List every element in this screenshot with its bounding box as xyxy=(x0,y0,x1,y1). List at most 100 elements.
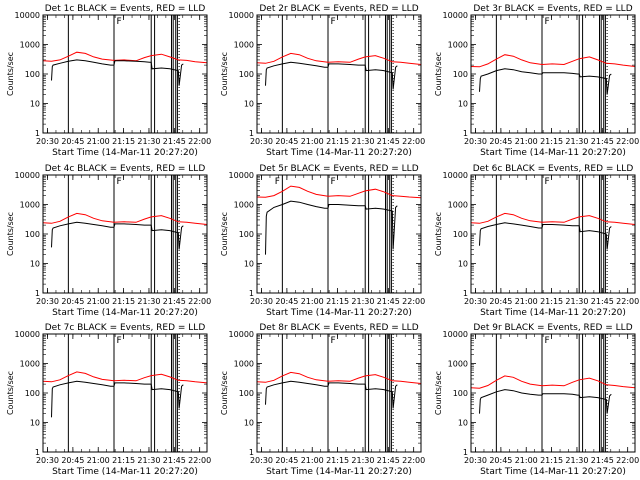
panel-title: Det 4c BLACK = Events, RED = LLD xyxy=(45,164,206,174)
y-tick-label: 1 xyxy=(463,129,468,138)
events-series-line xyxy=(51,59,184,86)
y-tick-label: 10000 xyxy=(443,11,468,20)
y-axis-label: Counts/sec xyxy=(6,52,15,96)
y-tick-label: 100 xyxy=(453,230,468,239)
x-tick-label: 20:30 xyxy=(464,137,487,146)
y-tick-label: 1000 xyxy=(234,201,254,210)
marker-letter: F xyxy=(544,336,549,346)
marker-letter: F xyxy=(116,177,121,187)
marker-letter: F xyxy=(544,177,549,187)
events-series-line xyxy=(479,68,612,95)
detector-panel: Det 5r BLACK = Events, RED = LLD 1 10 100 10… xyxy=(220,164,425,318)
plot-frame xyxy=(470,14,636,134)
lld-series-line xyxy=(42,212,208,225)
x-tick-label: 21:45 xyxy=(377,297,400,306)
x-tick-label: 22:00 xyxy=(402,297,425,306)
x-tick-label: 21:30 xyxy=(565,297,588,306)
detector-panel: Det 4c BLACK = Events, RED = LLD 1 10 100 10… xyxy=(6,164,211,318)
x-tick-label: 21:00 xyxy=(87,137,110,146)
x-tick-label: 20:45 xyxy=(489,456,512,465)
lld-series-line xyxy=(42,51,208,64)
y-tick-label: 10000 xyxy=(15,171,40,180)
events-series-line xyxy=(265,200,398,255)
x-tick-label: 20:30 xyxy=(250,297,273,306)
panel-title: Det 2r BLACK = Events, RED = LLD xyxy=(259,4,418,14)
marker-letter: F xyxy=(116,17,121,27)
x-tick-label: 20:30 xyxy=(250,456,273,465)
plot-frame xyxy=(256,14,422,134)
plot-frame xyxy=(42,174,208,294)
x-tick-label: 21:15 xyxy=(112,297,135,306)
y-tick-label: 1 xyxy=(249,289,254,298)
lld-series-line xyxy=(256,185,422,199)
lld-series-line xyxy=(42,371,208,384)
y-axis-label: Counts/sec xyxy=(220,52,229,96)
x-tick-label: 21:00 xyxy=(515,297,538,306)
y-tick-label: 10000 xyxy=(229,11,254,20)
y-tick-label: 1 xyxy=(35,448,40,457)
y-axis-label: Counts/sec xyxy=(6,371,15,415)
x-tick-label: 21:00 xyxy=(87,456,110,465)
x-tick-label: 21:15 xyxy=(540,297,563,306)
x-tick-label: 21:15 xyxy=(112,456,135,465)
x-tick-label: 21:00 xyxy=(301,137,324,146)
y-tick-label: 1 xyxy=(463,289,468,298)
y-tick-label: 1000 xyxy=(448,41,468,50)
y-tick-label: 10 xyxy=(30,100,40,109)
y-axis-label: Counts/sec xyxy=(6,212,15,256)
x-tick-label: 21:45 xyxy=(163,297,186,306)
y-tick-label: 10 xyxy=(244,419,254,428)
y-tick-label: 10 xyxy=(458,100,468,109)
y-tick-label: 10 xyxy=(458,419,468,428)
events-series-line xyxy=(51,380,184,418)
panel-title: Det 6c BLACK = Events, RED = LLD xyxy=(473,164,634,174)
x-tick-label: 21:00 xyxy=(515,137,538,146)
y-tick-label: 1000 xyxy=(20,360,40,369)
y-axis-label: Counts/sec xyxy=(434,371,443,415)
y-tick-label: 10000 xyxy=(443,171,468,180)
plot-frame xyxy=(42,14,208,134)
plot-frame xyxy=(256,333,422,453)
x-tick-label: 21:30 xyxy=(137,456,160,465)
x-tick-label: 22:00 xyxy=(188,137,211,146)
y-tick-label: 100 xyxy=(25,230,40,239)
y-tick-label: 100 xyxy=(453,389,468,398)
lld-series-line xyxy=(470,54,636,68)
detector-panel: Det 2r BLACK = Events, RED = LLD 1 10 100 10… xyxy=(220,4,425,158)
x-tick-label: 20:30 xyxy=(250,137,273,146)
y-axis-label: Counts/sec xyxy=(220,212,229,256)
y-axis-label: Counts/sec xyxy=(434,52,443,96)
y-tick-label: 10 xyxy=(30,260,40,269)
events-series-line xyxy=(265,61,398,90)
detector-panel: Det 6c BLACK = Events, RED = LLD 1 10 100 10… xyxy=(434,164,639,318)
plot-frame xyxy=(470,174,636,294)
x-tick-label: 21:30 xyxy=(351,137,374,146)
y-tick-label: 1000 xyxy=(234,41,254,50)
x-axis-label: Start Time (14-Mar-11 20:27:20) xyxy=(480,308,626,318)
marker-letter: F xyxy=(116,336,121,346)
x-tick-label: 21:30 xyxy=(137,297,160,306)
y-tick-label: 10000 xyxy=(229,330,254,339)
y-tick-label: 1000 xyxy=(20,201,40,210)
x-tick-label: 20:45 xyxy=(61,297,84,306)
x-tick-label: 21:45 xyxy=(591,297,614,306)
x-tick-label: 21:15 xyxy=(326,456,349,465)
lld-series-line xyxy=(470,375,636,389)
plot-frame xyxy=(256,174,422,294)
y-tick-label: 100 xyxy=(239,230,254,239)
y-tick-label: 10000 xyxy=(229,171,254,180)
x-tick-label: 21:00 xyxy=(87,297,110,306)
x-axis-label: Start Time (14-Mar-11 20:27:20) xyxy=(480,467,626,477)
x-tick-label: 21:00 xyxy=(515,456,538,465)
x-tick-label: 20:45 xyxy=(275,297,298,306)
x-tick-label: 22:00 xyxy=(616,137,639,146)
x-tick-label: 20:30 xyxy=(36,137,59,146)
lld-series-line xyxy=(256,52,422,65)
y-tick-label: 1000 xyxy=(448,360,468,369)
x-tick-label: 22:00 xyxy=(402,456,425,465)
y-tick-label: 100 xyxy=(453,70,468,79)
x-tick-label: 21:45 xyxy=(377,137,400,146)
detector-panel: Det 3r BLACK = Events, RED = LLD 1 10 100 10… xyxy=(434,4,639,158)
x-axis-label: Start Time (14-Mar-11 20:27:20) xyxy=(266,148,412,158)
